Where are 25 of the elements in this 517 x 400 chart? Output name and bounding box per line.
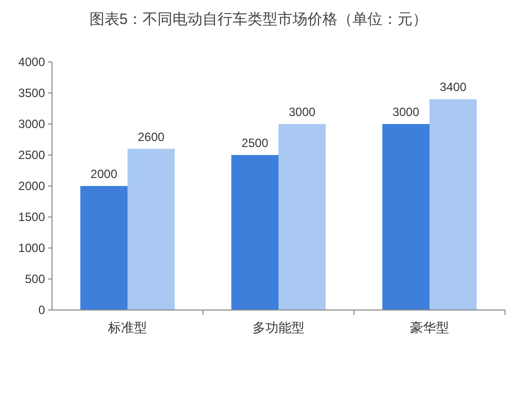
x-tick-label: 豪华型 bbox=[410, 320, 449, 335]
x-tick-label: 多功能型 bbox=[252, 320, 304, 335]
data-label: 3000 bbox=[392, 105, 420, 119]
y-tick-label: 2500 bbox=[18, 148, 46, 162]
bar bbox=[128, 148, 175, 310]
bar bbox=[430, 99, 477, 310]
chart-title: 图表5：不同电动自行车类型市场价格（单位：元） bbox=[89, 11, 428, 28]
y-tick-label: 1000 bbox=[18, 241, 46, 256]
x-tick-label: 标准型 bbox=[107, 320, 147, 335]
bar bbox=[382, 124, 430, 310]
y-tick-label: 500 bbox=[24, 272, 46, 286]
y-tick-label: 3500 bbox=[18, 86, 46, 100]
data-label: 3000 bbox=[288, 105, 316, 119]
bar bbox=[231, 155, 278, 310]
y-tick-label: 1500 bbox=[18, 210, 46, 224]
y-tick-label: 0 bbox=[38, 303, 46, 318]
bar bbox=[80, 186, 128, 310]
y-tick-label: 4000 bbox=[18, 55, 46, 70]
data-label: 2500 bbox=[242, 136, 269, 150]
y-tick-label: 2000 bbox=[18, 179, 46, 194]
bar bbox=[278, 124, 326, 310]
data-label: 2600 bbox=[138, 130, 165, 144]
data-label: 2000 bbox=[90, 167, 118, 181]
y-tick-label: 3000 bbox=[18, 117, 46, 132]
data-label: 3400 bbox=[440, 80, 467, 94]
